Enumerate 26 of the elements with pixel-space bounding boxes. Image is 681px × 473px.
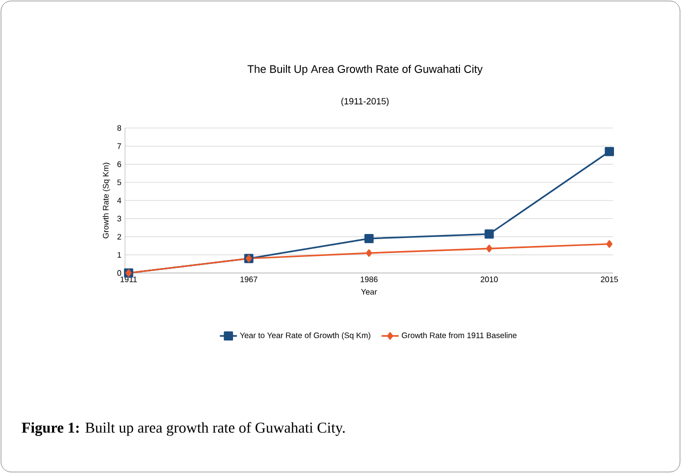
text: Figure 1: Built up area growth rate of Guwahati City. (22, 422, 345, 436)
y-tick-label: 2 (117, 234, 122, 240)
y-tick-label: 0 (117, 270, 122, 276)
y-tick-label: 8 (117, 125, 122, 131)
chart-subtitle: (1911-2015) (341, 98, 389, 106)
x-tick-label: 1986 (360, 276, 378, 282)
x-tick-label: 2015 (600, 276, 618, 282)
point (484, 229, 494, 239)
y-tick-label: 3 (117, 216, 122, 222)
y-tick-label: 7 (117, 143, 122, 149)
x-tick-label: 2010 (480, 276, 498, 282)
y-axis-title: Growth Rate (Sq Km) (102, 162, 110, 238)
point (604, 146, 614, 156)
point (606, 240, 612, 248)
y-tick-label: 6 (117, 161, 122, 168)
x-tick-label: 1967 (240, 276, 258, 282)
x-axis-title: Year (361, 289, 377, 295)
y-tick-label: 5 (117, 180, 122, 186)
point (486, 244, 492, 252)
legend-label: Growth Rate from 1911 Baseline (402, 332, 517, 338)
point (366, 249, 372, 257)
y-tick-label: 1 (118, 252, 122, 258)
y-tick-label: 4 (117, 198, 122, 204)
point (364, 234, 374, 244)
chart-title: The Built Up Area Growth Rate of Guwahati City (248, 64, 483, 76)
legend-label: Year to Year Rate of Growth (Sq Km) (240, 332, 370, 340)
